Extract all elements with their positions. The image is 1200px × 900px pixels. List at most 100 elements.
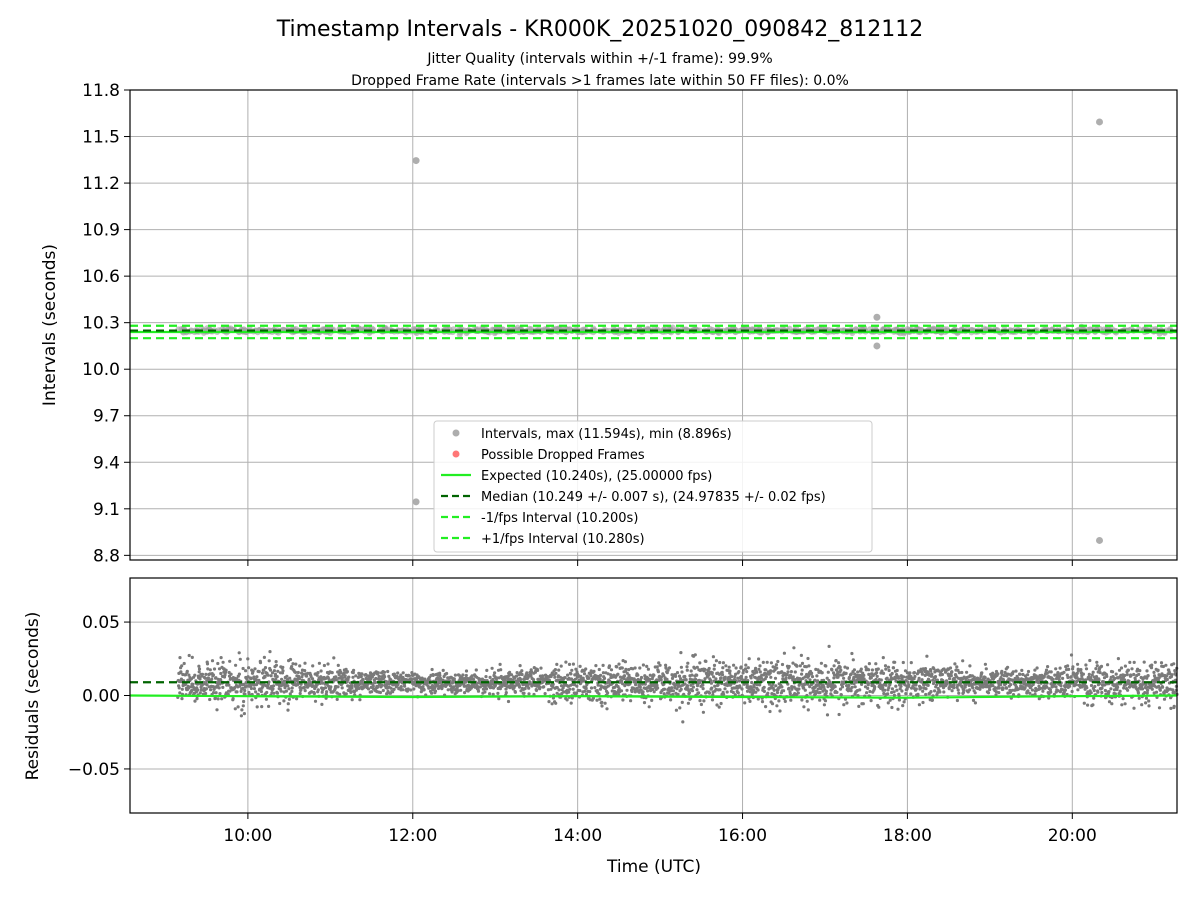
residual-point [553,668,558,672]
residual-point [769,669,773,673]
residual-point [351,675,355,679]
intervals-outlier-points [412,118,1104,544]
residual-point [215,708,219,712]
residual-point [187,673,191,677]
residual-point [542,685,546,689]
residual-point [930,698,935,702]
residual-point [862,677,866,681]
residual-point [759,676,764,680]
residual-point [968,688,972,692]
intervals-y-tick-label: 9.7 [93,407,120,427]
residual-point [830,668,834,672]
residual-point [383,675,387,679]
residual-point [787,664,791,669]
residual-point [766,691,770,695]
residual-point [609,668,614,672]
residual-point [1069,675,1073,679]
residual-point [1006,665,1010,669]
residual-point [1169,706,1173,711]
residual-point [615,665,619,669]
residual-point [243,688,247,693]
residual-point [835,690,839,695]
residual-point [666,668,670,672]
residual-point [1026,689,1030,693]
residual-point [1091,670,1095,674]
residual-point [710,686,714,690]
residual-point [925,654,929,658]
residual-point [648,673,652,677]
residual-point [406,687,410,691]
residual-point [1028,691,1032,695]
residual-point [1166,688,1170,692]
x-tick-label: 14:00 [553,826,602,846]
residual-point [697,691,701,695]
residual-point [209,688,213,692]
residual-point [178,656,182,660]
residual-point [1033,692,1037,697]
residual-point [867,668,871,672]
residual-point [639,678,643,682]
residual-point [177,686,181,690]
residual-point [853,685,857,689]
residual-point [431,673,435,678]
residual-point [574,691,579,695]
residual-point [869,699,873,703]
residual-point [1051,677,1055,682]
residual-point [641,663,646,667]
residual-point [679,665,684,669]
residual-point [724,664,728,668]
residual-point [1021,672,1025,677]
residual-point [410,677,414,681]
residual-point [1008,690,1013,694]
residual-point [684,678,688,682]
residual-point [900,689,904,693]
residual-point [732,663,736,667]
residual-point [901,675,906,679]
residual-point [325,690,329,694]
residual-point [409,688,413,692]
residual-point [267,704,271,709]
residual-point [592,669,596,674]
residual-point [739,665,743,669]
residual-point [802,686,806,690]
x-tick-label: 20:00 [1048,826,1097,846]
residual-point [832,664,836,668]
residual-point [267,659,271,663]
residual-point [983,662,988,666]
residual-point [1132,672,1136,677]
residual-point [997,691,1001,695]
residual-point [1049,670,1053,674]
residual-point [1109,687,1113,691]
residual-point [751,691,755,695]
residual-point [571,662,576,666]
residual-point [686,701,691,705]
residual-point [659,675,664,679]
residual-point [622,677,626,681]
residual-point [313,699,318,703]
residual-point [836,670,840,674]
residual-point [655,665,659,669]
residual-point [360,672,364,676]
residual-point [315,682,320,686]
residual-point [1141,687,1145,691]
residual-point [914,687,918,691]
residual-point [818,691,822,695]
residual-point [566,673,570,677]
residual-point [695,673,699,677]
residual-point [908,671,912,675]
residual-point [312,691,316,696]
residual-point [896,676,901,680]
residual-point [497,697,501,701]
residual-point [342,671,346,675]
residual-point [681,720,685,724]
outlier-interval-point [412,157,420,165]
residual-point [791,675,795,679]
x-axis-label: Time (UTC) [606,857,701,877]
residual-point [837,712,841,717]
residual-point [818,698,822,702]
residual-point [307,677,311,681]
residual-point [1123,664,1127,668]
residual-point [678,706,682,710]
residual-point [994,669,999,674]
residual-point [719,701,723,706]
